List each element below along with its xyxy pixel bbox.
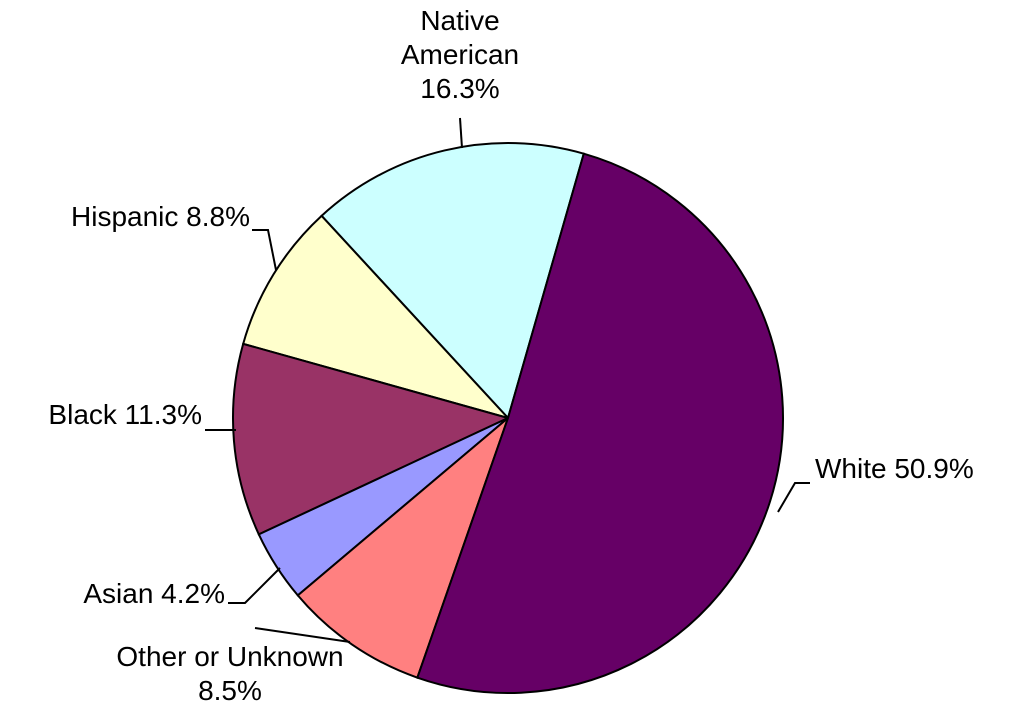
category-label: White <box>815 453 887 484</box>
slice-label: Black 11.3% <box>0 398 202 432</box>
category-label: Native American <box>400 5 520 70</box>
value-label: 11.3% <box>124 399 202 430</box>
slice-label: Other or Unknown 8.5% <box>105 640 355 708</box>
pie-slice <box>241 214 512 420</box>
leader-line <box>228 567 281 604</box>
category-label: Black <box>48 399 117 430</box>
pie-slice <box>232 342 511 536</box>
value-label: 4.2% <box>161 578 225 609</box>
slice-label: Hispanic 8.8% <box>0 200 250 234</box>
category-label: Asian <box>83 578 154 609</box>
value-label: 50.9% <box>894 453 974 484</box>
leader-lines <box>205 117 810 643</box>
slice-label: Native American 16.3% <box>375 4 545 106</box>
category-label: Hispanic <box>71 201 179 232</box>
leader-line <box>459 117 463 149</box>
pie-slice <box>296 414 511 679</box>
leader-line <box>777 482 810 513</box>
slice-label: White 50.9% <box>815 452 1015 486</box>
leader-line <box>252 229 277 271</box>
value-label: 8.5% <box>198 675 262 706</box>
value-label: 16.3% <box>420 73 500 104</box>
pie-slice <box>320 142 586 420</box>
leader-line <box>254 627 351 643</box>
pie-slice <box>416 152 784 694</box>
category-label: Other or Unknown <box>116 641 344 672</box>
value-label: 8.8% <box>186 201 250 232</box>
slice-label: Asian 4.2% <box>20 577 225 611</box>
